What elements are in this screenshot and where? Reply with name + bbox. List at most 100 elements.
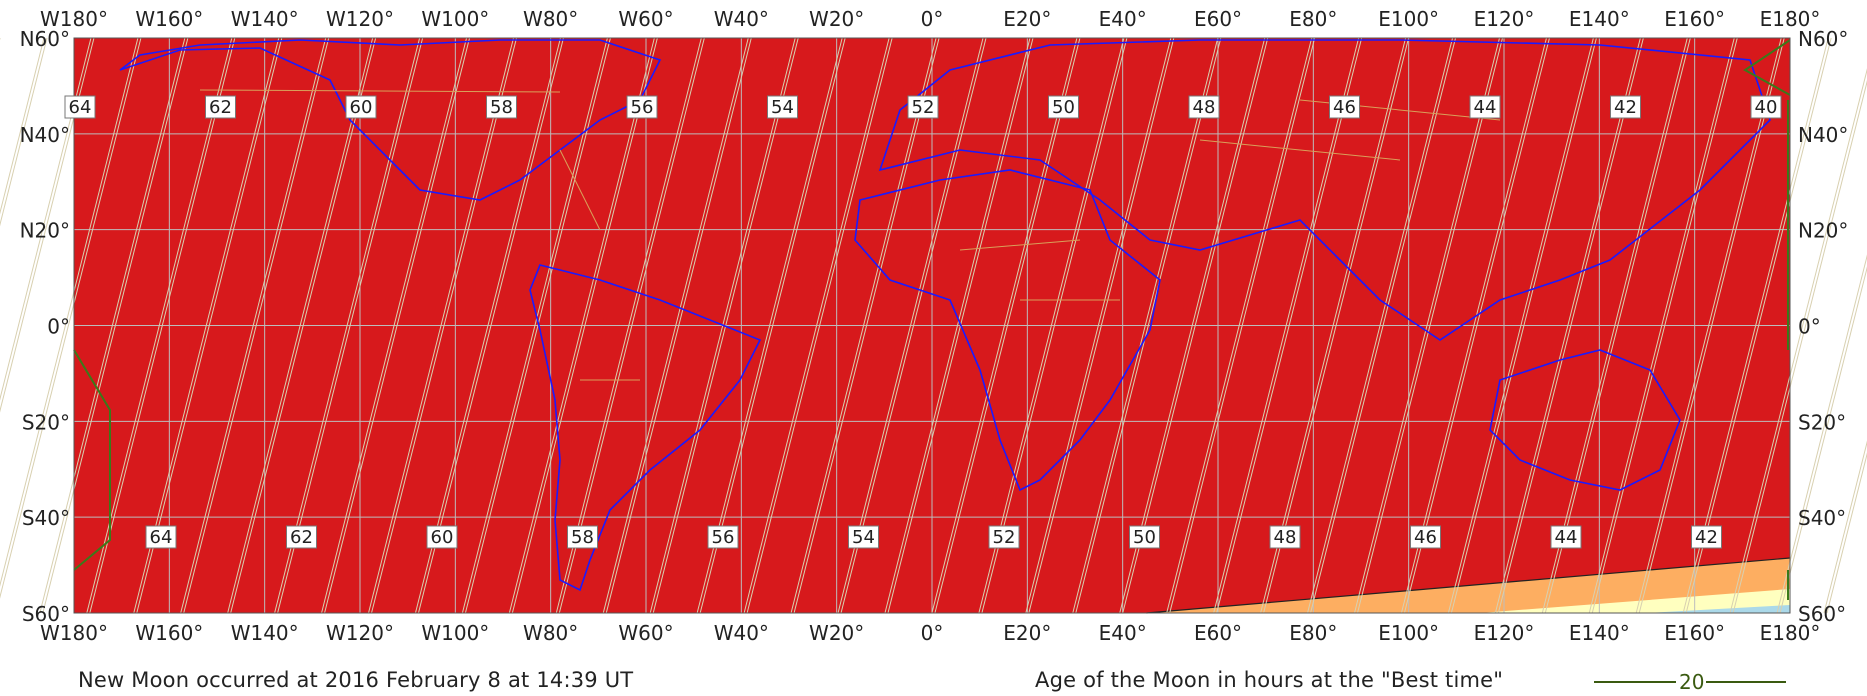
longitude-label: W120° bbox=[326, 7, 394, 31]
border-line bbox=[199, 89, 1501, 381]
age-label-box bbox=[286, 525, 317, 549]
age-label: 44 bbox=[1474, 97, 1497, 118]
new-moon-caption: New Moon occurred at 2016 February 8 at … bbox=[78, 668, 634, 692]
visibility-boundaries bbox=[73, 39, 1791, 600]
age-labels-south: 64 62 60 58 56 54 52 50 48 46 44 42 bbox=[145, 525, 1722, 549]
age-labels-north: 64 62 60 58 56 54 52 50 48 46 44 42 40 bbox=[64, 95, 1782, 119]
age-contour-line bbox=[1025, 37, 1172, 614]
age-label-box bbox=[64, 95, 96, 119]
age-contour-line bbox=[555, 37, 702, 614]
age-contour-line bbox=[1591, 37, 1738, 614]
longitude-label: W100° bbox=[421, 621, 489, 645]
age-contour-line bbox=[89, 37, 236, 614]
zone-blue bbox=[1647, 605, 1790, 613]
age-label: 60 bbox=[350, 97, 373, 118]
eurasia-coast bbox=[878, 39, 1771, 341]
longitude-label: W40° bbox=[714, 621, 769, 645]
longitude-label: E180° bbox=[1760, 7, 1821, 31]
age-label: 42 bbox=[1614, 97, 1637, 118]
age-contour-line bbox=[136, 37, 283, 614]
age-contour-line bbox=[1497, 37, 1644, 614]
longitude-labels-top: W180° W160° W140° W120° W100° W80° W60° W40° W20… bbox=[40, 7, 1820, 31]
age-label: 58 bbox=[571, 527, 594, 548]
visibility-zones bbox=[1146, 557, 1791, 614]
map-frame bbox=[73, 37, 1791, 614]
age-label: 60 bbox=[431, 527, 454, 548]
longitude-label: W140° bbox=[231, 621, 299, 645]
latitude-label: N20° bbox=[1798, 219, 1848, 243]
longitude-label: E20° bbox=[1003, 7, 1051, 31]
longitude-label: W20° bbox=[809, 7, 864, 31]
age-label: 64 bbox=[69, 97, 92, 118]
age-label: 54 bbox=[852, 527, 875, 548]
moon-age-contours bbox=[0, 37, 1867, 614]
age-label-box bbox=[907, 95, 939, 119]
age-contour-line bbox=[414, 37, 561, 614]
age-contour-line bbox=[277, 37, 424, 614]
age-contour-line bbox=[0, 37, 48, 227]
age-label-box bbox=[767, 95, 798, 119]
longitude-label: W60° bbox=[618, 621, 673, 645]
australia-coast bbox=[1489, 349, 1681, 491]
longitude-label: W160° bbox=[135, 621, 203, 645]
age-label: 52 bbox=[912, 97, 935, 118]
age-label-box bbox=[145, 525, 177, 549]
age-label-box bbox=[1329, 95, 1360, 119]
longitude-label: W120° bbox=[326, 621, 394, 645]
north-america-coast bbox=[119, 39, 662, 201]
age-contour-line bbox=[1400, 37, 1547, 614]
zone-edge bbox=[1146, 557, 1791, 614]
latitude-label: S20° bbox=[22, 410, 70, 434]
latitude-labels-right: N60° N40° N20° 0° S20° S40° S60° bbox=[1798, 27, 1848, 626]
longitude-label: 0° bbox=[921, 621, 944, 645]
age-label-box bbox=[848, 525, 879, 549]
longitude-label: E140° bbox=[1569, 7, 1630, 31]
age-contour-line bbox=[1216, 37, 1363, 614]
age-contour-line bbox=[321, 37, 468, 614]
age-contour-line bbox=[227, 37, 374, 614]
age-label: 62 bbox=[209, 97, 232, 118]
longitude-label: E160° bbox=[1664, 621, 1725, 645]
age-legend-sample: 20 bbox=[1594, 670, 1786, 694]
south-america-coast bbox=[529, 264, 762, 592]
age-label: 62 bbox=[290, 527, 313, 548]
age-contour-line bbox=[1075, 37, 1222, 614]
age-label-box bbox=[567, 525, 598, 549]
age-label-box bbox=[1048, 95, 1079, 119]
age-contour-line bbox=[511, 37, 658, 614]
age-contour-line bbox=[1588, 37, 1735, 614]
age-contour-line bbox=[1447, 37, 1594, 614]
latitude-label: S60° bbox=[22, 602, 70, 626]
age-contour-line bbox=[1119, 37, 1266, 614]
age-contour-line bbox=[981, 37, 1128, 614]
longitude-label: E180° bbox=[1760, 621, 1821, 645]
longitude-label: W60° bbox=[618, 7, 673, 31]
age-contour-line bbox=[0, 37, 92, 401]
age-label: 48 bbox=[1274, 527, 1297, 548]
age-contour-line bbox=[1166, 37, 1313, 614]
age-contour-line bbox=[1122, 37, 1269, 614]
age-label: 50 bbox=[1133, 527, 1156, 548]
longitude-label: W20° bbox=[809, 621, 864, 645]
africa-coast bbox=[854, 169, 1161, 492]
latitude-label: 0° bbox=[47, 315, 70, 339]
age-contour-line bbox=[1494, 37, 1641, 614]
longitude-label: E100° bbox=[1378, 621, 1439, 645]
age-label: 40 bbox=[1755, 97, 1778, 118]
longitude-label: W140° bbox=[231, 7, 299, 31]
age-contour-line bbox=[1307, 37, 1454, 614]
age-label-box bbox=[626, 95, 658, 119]
longitude-label: 0° bbox=[921, 7, 944, 31]
age-label-box bbox=[1269, 525, 1301, 549]
age-label: 48 bbox=[1193, 97, 1216, 118]
latitude-label: N60° bbox=[20, 27, 70, 51]
longitude-label: E60° bbox=[1194, 7, 1242, 31]
latitude-label: N20° bbox=[20, 219, 70, 243]
longitude-label: E80° bbox=[1289, 7, 1337, 31]
age-contour-line bbox=[743, 37, 890, 614]
age-label-box bbox=[1129, 525, 1160, 549]
age-contour-line bbox=[230, 37, 377, 614]
age-contour-line bbox=[1544, 37, 1691, 614]
age-contour-line bbox=[1169, 37, 1316, 614]
age-contour-line bbox=[602, 37, 749, 614]
